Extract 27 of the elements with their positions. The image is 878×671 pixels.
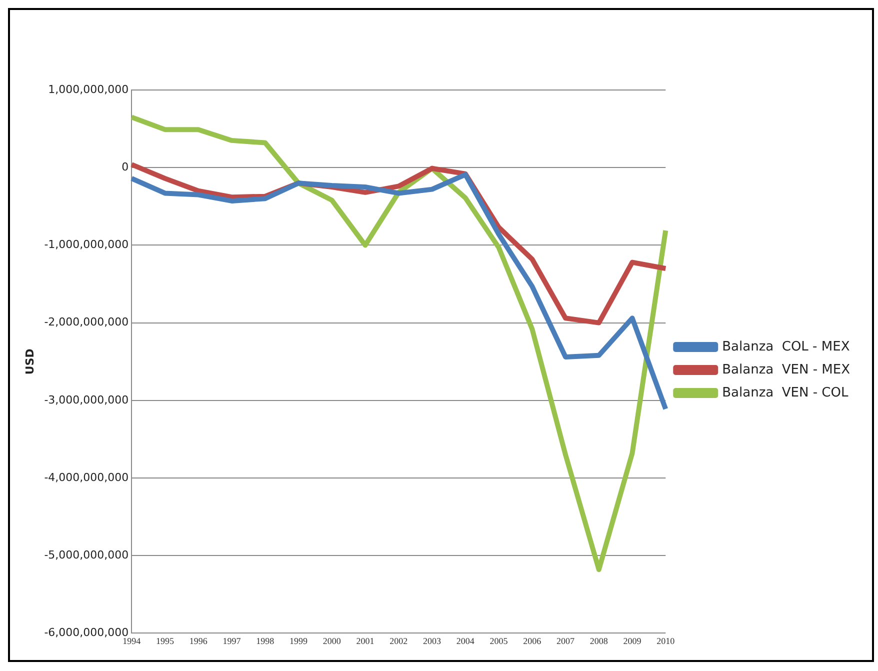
x-tick-label: 2010 bbox=[656, 636, 676, 646]
x-tick-label: 2009 bbox=[623, 636, 642, 646]
y-tick-label: -2,000,000,000 bbox=[44, 316, 129, 329]
y-tick-label: -5,000,000,000 bbox=[44, 548, 129, 562]
x-tick-label: 2001 bbox=[356, 636, 374, 646]
x-tick-label: 2002 bbox=[390, 636, 408, 646]
x-tick-label: 2000 bbox=[322, 636, 342, 646]
x-tick-label: 1995 bbox=[156, 636, 175, 646]
x-tick-label: 2008 bbox=[590, 636, 608, 646]
y-tick-label: -1,000,000,000 bbox=[44, 238, 129, 252]
x-tick-label: 2005 bbox=[490, 636, 508, 646]
y-tick-label: -3,000,000,000 bbox=[44, 393, 129, 406]
x-tick-label: 1999 bbox=[290, 636, 308, 646]
x-tick-label: 2007 bbox=[556, 636, 575, 646]
x-tick-label: 2006 bbox=[523, 636, 542, 646]
x-tick-label: 1996 bbox=[189, 636, 208, 646]
y-tick-label: -4,000,000,000 bbox=[44, 470, 129, 484]
legend-label: Balanza VEN - MEX bbox=[722, 362, 850, 378]
y-tick-label: 0 bbox=[122, 160, 129, 174]
y-axis-title: USD bbox=[23, 348, 36, 375]
legend-label: Balanza VEN - COL bbox=[722, 385, 849, 400]
x-tick-label: 1997 bbox=[222, 636, 242, 646]
x-tick-label: 2003 bbox=[423, 636, 442, 646]
x-tick-label: 2004 bbox=[456, 636, 475, 646]
x-tick-label: 1998 bbox=[256, 636, 275, 646]
legend-label: Balanza COL - MEX bbox=[722, 339, 850, 354]
y-tick-label: 1,000,000,000 bbox=[48, 82, 129, 96]
